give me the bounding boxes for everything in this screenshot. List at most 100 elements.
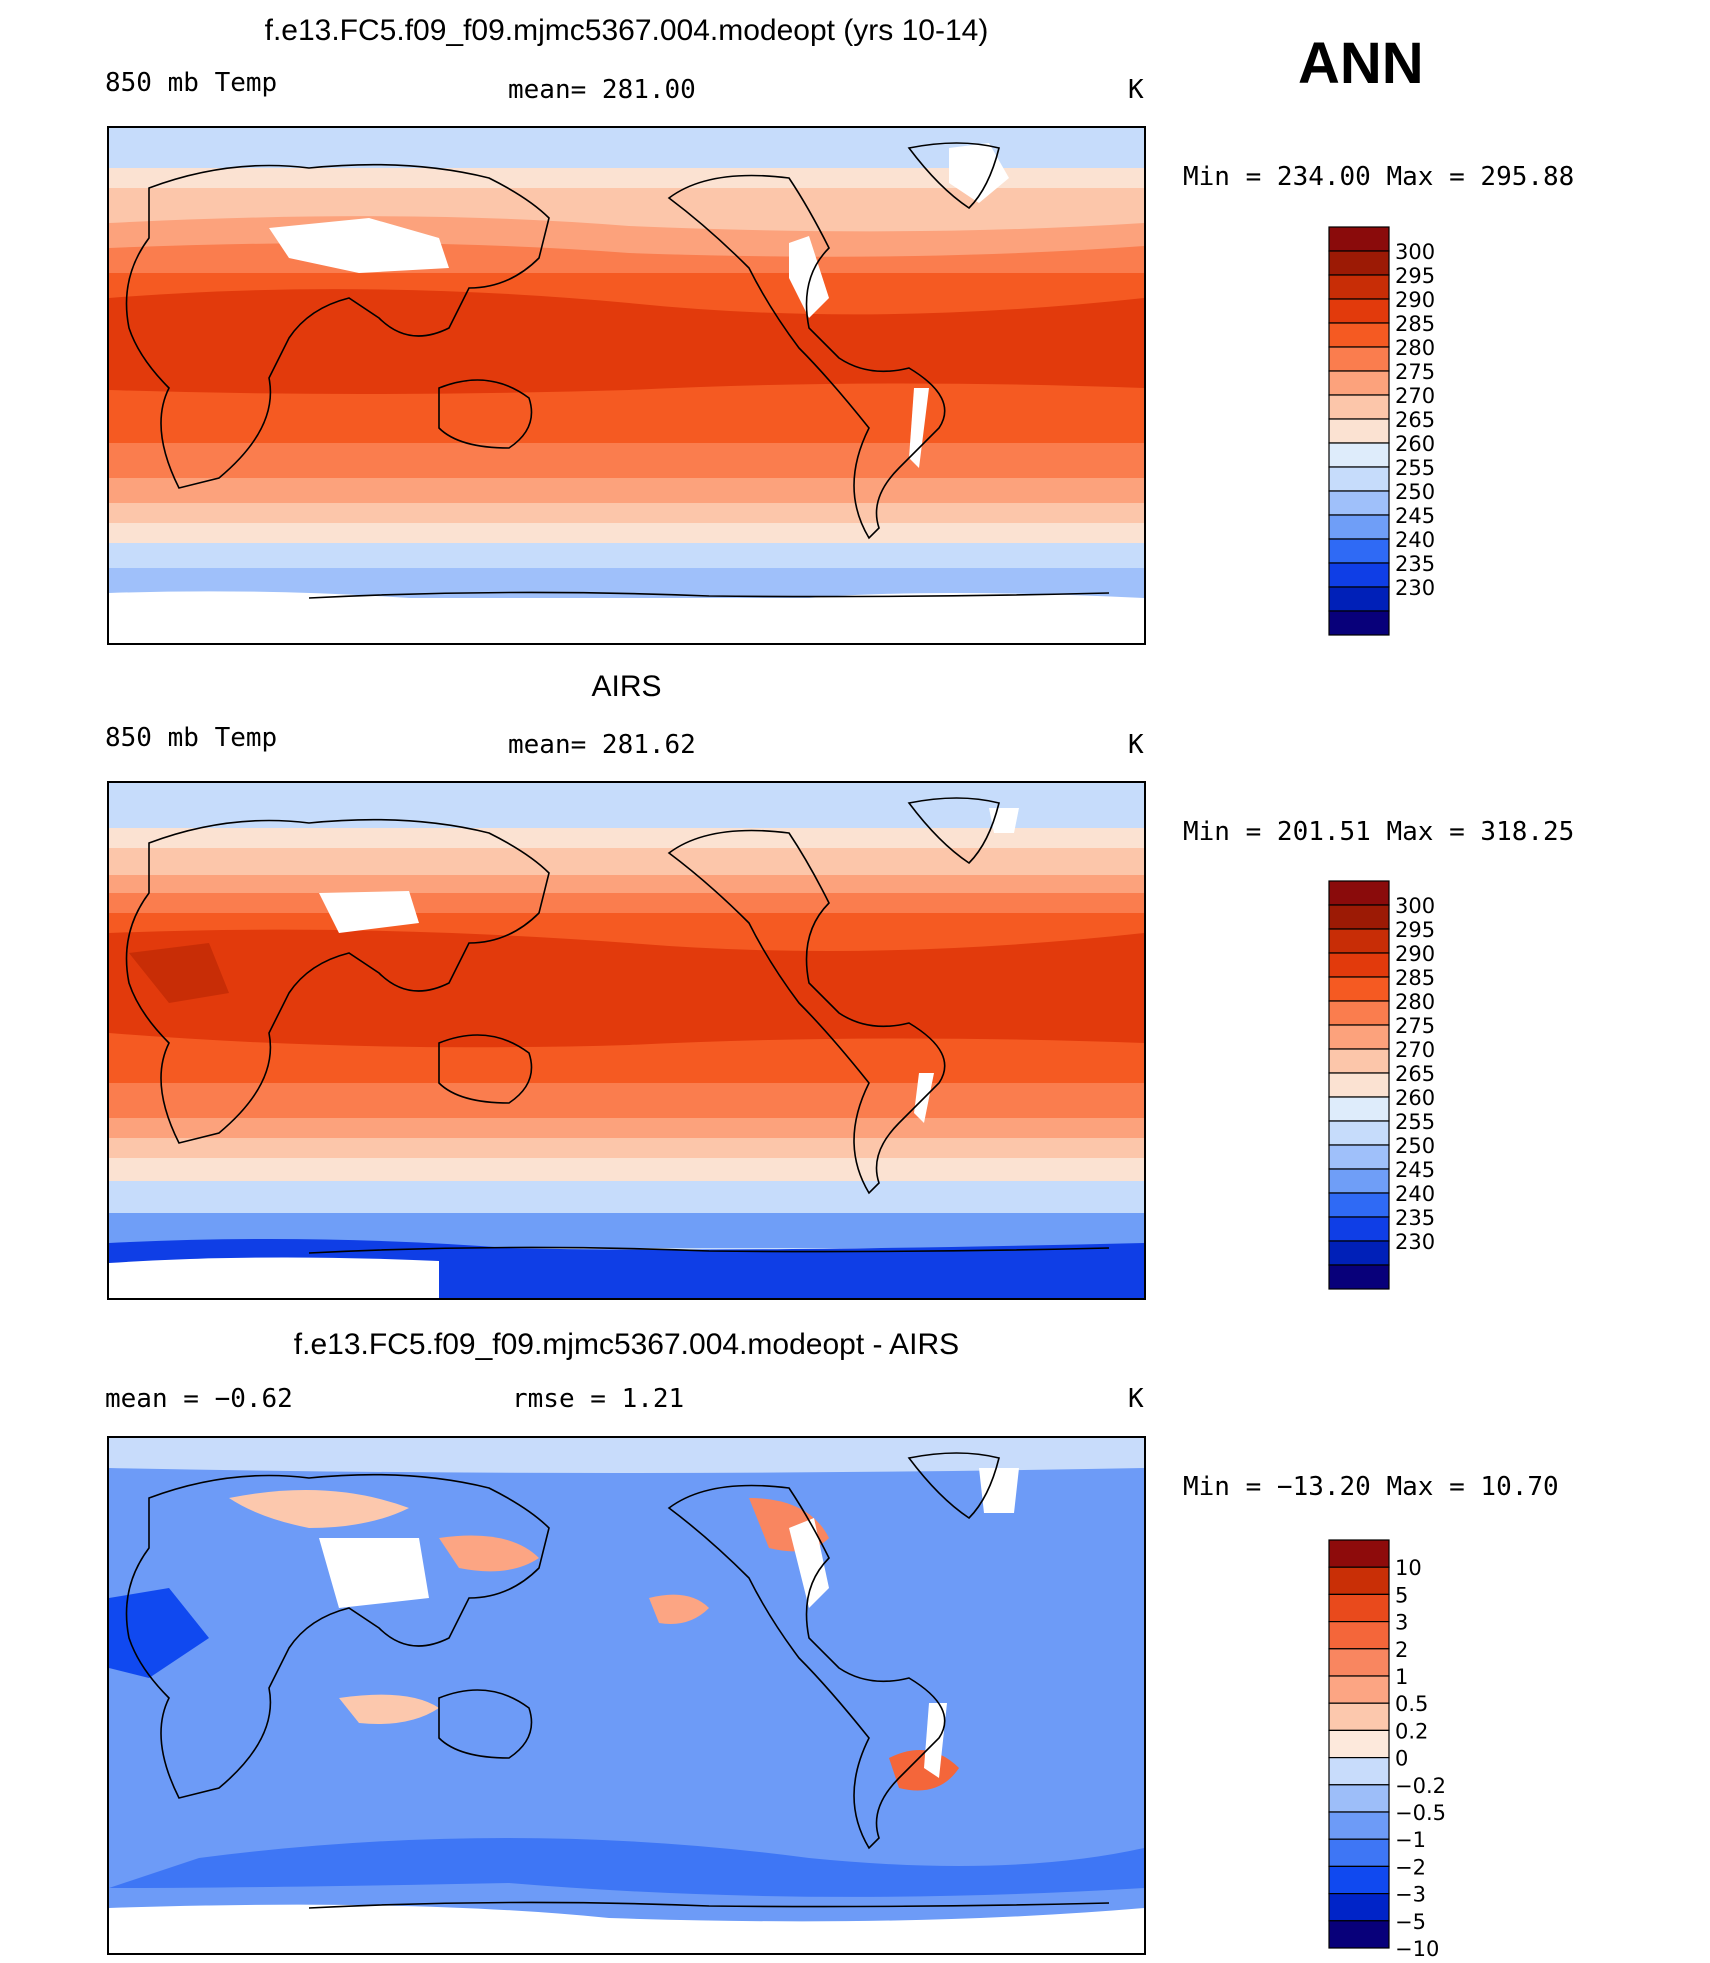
colorbar-tick-label: 250 <box>1395 480 1435 504</box>
colorbar-box <box>1328 562 1390 588</box>
colorbar-tick-label: −5 <box>1395 1910 1426 1934</box>
colorbar-box <box>1328 1539 1390 1568</box>
panel1-minmax-label: Min = 234.00 Max = 295.88 <box>1183 162 1575 192</box>
panel3-tibet-mask <box>319 1538 429 1608</box>
colorbar-tick-label: 260 <box>1395 432 1435 456</box>
colorbar-tick-label: 275 <box>1395 1014 1435 1038</box>
colorbar-tick-label: 5 <box>1395 1583 1408 1607</box>
colorbar-box <box>1328 610 1390 636</box>
colorbar-box <box>1328 1192 1390 1218</box>
colorbar-box <box>1328 490 1390 516</box>
panel3-arctic-light <box>109 1438 1144 1473</box>
colorbar-tick-label: −1 <box>1395 1828 1426 1852</box>
colorbar-tick-label: 290 <box>1395 288 1435 312</box>
colorbar-box <box>1328 226 1390 252</box>
colorbar-tick-label: 295 <box>1395 264 1435 288</box>
colorbar-box <box>1328 1675 1390 1704</box>
colorbar-tick-label: −10 <box>1395 1937 1439 1961</box>
colorbar-tick-label: 240 <box>1395 528 1435 552</box>
colorbar-box <box>1328 952 1390 978</box>
panel1-antarctica-mask <box>109 591 1144 643</box>
colorbar-tick-label: −0.5 <box>1395 1801 1446 1825</box>
colorbar-tick-label: −3 <box>1395 1883 1426 1907</box>
colorbar-box <box>1328 1838 1390 1868</box>
colorbar-box <box>1328 298 1390 324</box>
panel2-band-s5 <box>109 1181 1144 1216</box>
panel1-title: f.e13.FC5.f09_f09.mjmc5367.004.modeopt (… <box>264 14 989 47</box>
colorbar-tick-label: 295 <box>1395 918 1435 942</box>
colorbar-box <box>1328 1784 1390 1813</box>
colorbar-tick-label: 250 <box>1395 1134 1435 1158</box>
colorbar-box <box>1328 322 1390 348</box>
colorbar-tick-label: 240 <box>1395 1182 1435 1206</box>
colorbar-box <box>1328 1048 1390 1074</box>
colorbar-tick-label: 245 <box>1395 504 1435 528</box>
colorbar-tick-label: 2 <box>1395 1638 1408 1662</box>
colorbar-box <box>1328 442 1390 468</box>
colorbar-tick-label: 290 <box>1395 942 1435 966</box>
panel2-band-s4 <box>109 1158 1144 1183</box>
colorbar-tick-label: 300 <box>1395 894 1435 918</box>
colorbar-tick-label: 1 <box>1395 1665 1408 1689</box>
colorbar-tick-label: 0.2 <box>1395 1719 1428 1743</box>
panel3-antarctica-mask <box>109 1904 1144 1953</box>
panel2-sahara-warm <box>129 943 229 1003</box>
colorbar-tick-label: 235 <box>1395 1206 1435 1230</box>
panel2-colorbar: 300 295 290 285 280 275 270 265 260 255 250 245 240 2… <box>1328 880 1469 1293</box>
panel1-variable-label: 850 mb Temp <box>105 68 278 98</box>
colorbar-box <box>1328 346 1390 372</box>
colorbar-box <box>1328 1000 1390 1026</box>
colorbar-box <box>1328 1566 1390 1596</box>
colorbar-box <box>1328 514 1390 540</box>
panel3-greenland-mask <box>979 1468 1019 1513</box>
panel3-title: f.e13.FC5.f09_f09.mjmc5367.004.modeopt -… <box>293 1328 960 1361</box>
panel3-colorbar: 10 5 3 2 1 0.5 0.2 0 −0.2 −0.5 −1 −2 −3 −5 −10 <box>1328 1539 1469 1961</box>
colorbar-tick-label: 285 <box>1395 312 1435 336</box>
panel1-tibet-mask <box>269 218 449 273</box>
panel2-minmax-label: Min = 201.51 Max = 318.25 <box>1183 817 1575 847</box>
colorbar-tick-label: 260 <box>1395 1086 1435 1110</box>
colorbar-box <box>1328 1865 1390 1895</box>
colorbar-box <box>1328 1620 1390 1650</box>
colorbar-box <box>1328 394 1390 420</box>
panel3-coastlines <box>125 1452 1110 1909</box>
colorbar-box <box>1328 1264 1390 1290</box>
colorbar-box <box>1328 1168 1390 1194</box>
colorbar-tick-label: 275 <box>1395 360 1435 384</box>
colorbar-tick-label: 255 <box>1395 456 1435 480</box>
colorbar-box <box>1328 1757 1390 1786</box>
panel2-map-field <box>109 783 1144 1298</box>
colorbar-tick-label: −2 <box>1395 1855 1426 1879</box>
panel3-south-ocean <box>109 1838 1144 1897</box>
panel2-units-label: K <box>1128 730 1144 760</box>
panel2-antarctica-mask <box>109 1257 439 1298</box>
colorbar-tick-label: 255 <box>1395 1110 1435 1134</box>
panel1-mean-label: mean= 281.00 <box>508 75 696 105</box>
colorbar-box <box>1328 1072 1390 1098</box>
colorbar-tick-label: 230 <box>1395 576 1435 600</box>
colorbar-tick-label: 0.5 <box>1395 1692 1428 1716</box>
panel1-units-label: K <box>1128 75 1144 105</box>
colorbar-box <box>1328 1144 1390 1170</box>
colorbar-box <box>1328 274 1390 300</box>
panel3-pacific-warm <box>649 1594 709 1624</box>
panel2-band-s1 <box>109 1083 1144 1123</box>
colorbar-box <box>1328 976 1390 1002</box>
colorbar-box <box>1328 370 1390 396</box>
panel2-variable-label: 850 mb Temp <box>105 723 278 753</box>
colorbar-tick-label: 285 <box>1395 966 1435 990</box>
colorbar-box <box>1328 1811 1390 1840</box>
colorbar-tick-label: 270 <box>1395 384 1435 408</box>
panel1-coastlines <box>125 142 1110 599</box>
colorbar-box <box>1328 1648 1390 1677</box>
colorbar-box <box>1328 1920 1390 1949</box>
panel2-mean-label: mean= 281.62 <box>508 730 696 760</box>
panel3-europe-warm <box>229 1490 409 1528</box>
colorbar-box <box>1328 1702 1390 1731</box>
panel1-greenland-mask <box>949 143 1009 203</box>
panel2-tibet-mask <box>319 891 419 933</box>
panel3-units-label: K <box>1128 1384 1144 1414</box>
colorbar-box <box>1328 538 1390 564</box>
colorbar-tick-label: 230 <box>1395 1230 1435 1254</box>
panel3-minmax-label: Min = −13.20 Max = 10.70 <box>1183 1472 1559 1502</box>
